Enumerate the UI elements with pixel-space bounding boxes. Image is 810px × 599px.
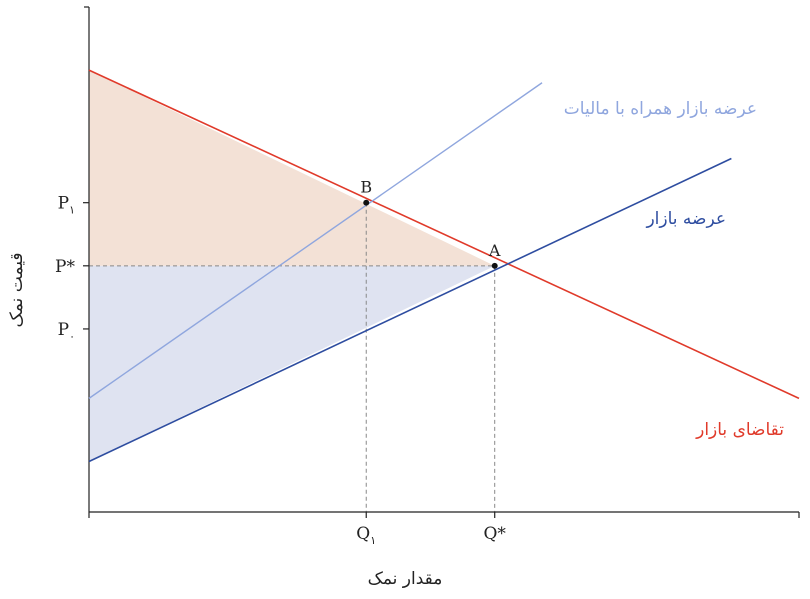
point-A xyxy=(491,262,498,269)
shaded-regions xyxy=(89,70,495,462)
series-label-demand: تقاضای بازار xyxy=(695,420,784,440)
point-B xyxy=(363,199,370,206)
x-tick-label-0: Q۱ xyxy=(356,524,376,547)
series-label-supply: عرضه بازار xyxy=(645,209,726,229)
supply-curve xyxy=(88,157,732,463)
y-tick-label-1: P* xyxy=(55,257,75,277)
demand-curve xyxy=(88,69,800,400)
equilibrium-points: AB xyxy=(360,178,501,269)
axes xyxy=(84,6,800,518)
curves xyxy=(88,69,800,463)
dashed-guides xyxy=(89,202,496,512)
shaded-below-pstar xyxy=(89,265,495,462)
point-label-A: A xyxy=(488,241,501,260)
y-tick-label-2: P۰ xyxy=(58,320,75,343)
taxed-supply-curve xyxy=(88,82,543,399)
point-label-B: B xyxy=(360,178,372,197)
y-axis-label: قیمت نمک xyxy=(7,253,27,328)
x-axis-label: مقدار نمک xyxy=(368,569,443,589)
shaded-above-pstar xyxy=(89,70,495,266)
y-tick-label-0: P۱ xyxy=(58,194,75,217)
series-label-taxed-supply: عرضه بازار همراه با مالیات xyxy=(564,99,757,119)
x-tick-label-1: Q* xyxy=(483,524,506,544)
